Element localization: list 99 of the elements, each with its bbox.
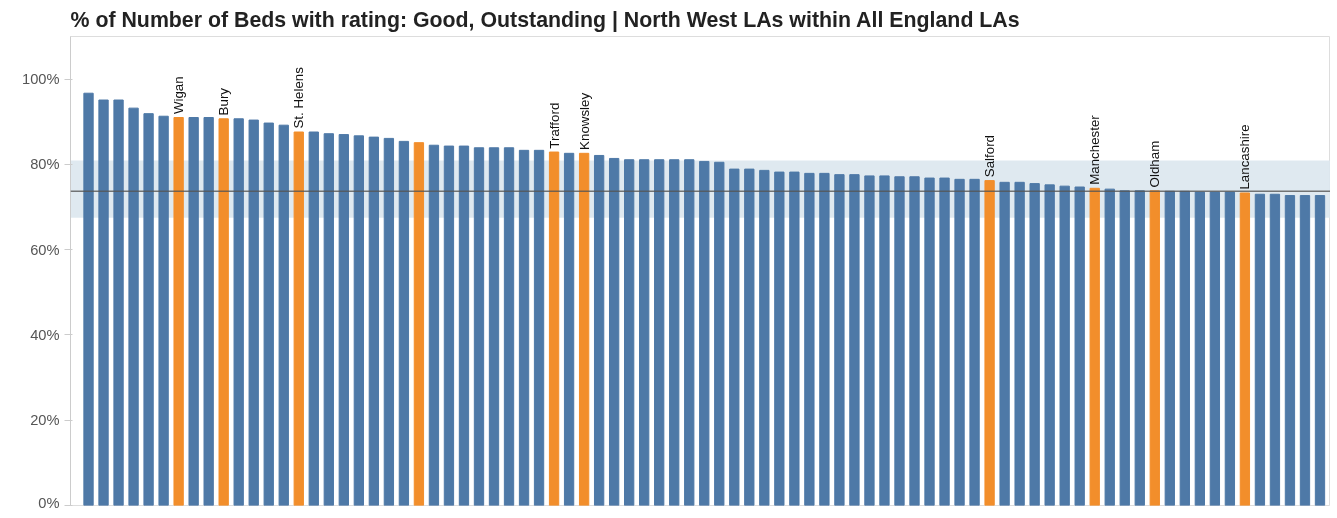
bar [413,142,425,506]
bar [158,115,169,506]
bar [308,131,319,506]
bar [473,147,485,506]
bar [684,159,695,506]
bar [819,172,830,506]
bar [173,117,184,506]
bar [1314,195,1326,506]
bar [1119,190,1130,506]
bar [263,122,274,506]
bar [1269,193,1281,506]
bar [548,151,560,506]
bar [608,157,620,506]
bar [669,159,680,506]
bar [954,178,965,506]
x-tick-label: Trafford [546,102,562,149]
y-tick-label: 60% [30,241,60,258]
bar [714,161,725,506]
bar [1239,192,1251,506]
bar [939,177,950,506]
bar [654,159,665,506]
y-tick-label: 20% [30,412,60,429]
bar [999,181,1010,506]
bar [759,169,770,506]
x-tick-label: Knowsley [576,92,592,150]
bar [624,159,635,506]
bar [789,171,800,506]
x-tick-label: Oldham [1147,140,1163,188]
bar [1149,190,1160,506]
bar [969,178,980,506]
bar [368,136,380,506]
bar [503,147,515,506]
y-tick-label: 0% [38,494,60,511]
bar [744,168,755,506]
bar [1059,185,1070,506]
bar [1014,181,1025,506]
bar [533,149,545,506]
bar [1209,191,1221,506]
bar [1254,193,1266,506]
bar [593,154,605,506]
bar [849,174,860,506]
bar [83,92,94,506]
bar [1224,191,1236,506]
bar [1134,190,1145,506]
bar [488,147,500,506]
bar [338,134,349,506]
y-tick-label: 40% [30,326,60,343]
bar [834,174,845,506]
bar [113,99,124,506]
bar [1089,187,1100,506]
bar [143,113,154,506]
x-tick-label: St. Helens [291,66,307,129]
bar [323,133,334,506]
bar [894,176,905,506]
bar [428,144,440,506]
bar [128,107,139,506]
x-tick-label: Lancashire [1237,124,1253,190]
bar [639,159,650,506]
y-tick-label: 80% [30,156,60,173]
bar [218,118,229,506]
x-tick-label: Bury [216,87,232,116]
bar [879,175,890,506]
bar [518,149,530,506]
bar [203,117,214,506]
bar [398,140,410,506]
bar [578,152,590,506]
bar [383,137,395,506]
bar [98,99,109,506]
chart-title: % of Number of Beds with rating: Good, Outstanding | North West LAs within All England LAs [70,7,1020,32]
bar [864,175,875,506]
bar [909,176,920,506]
bar [1179,190,1190,506]
bar [563,152,575,506]
bar [458,145,470,506]
bar [699,160,710,506]
bar [1104,188,1115,506]
bar [443,145,455,506]
x-tick-label: Salford [982,134,998,178]
bar [1029,183,1040,506]
bar [1299,195,1311,506]
bar [353,135,364,506]
bar [293,131,304,506]
y-tick-label: 100% [22,71,60,88]
bar [984,180,995,506]
bar [233,118,244,506]
bar [1164,190,1175,506]
x-tick-label: Manchester [1087,114,1103,185]
bar [1194,191,1205,506]
bar [774,171,785,506]
bar [729,168,740,506]
bar [1044,184,1055,506]
bar [278,124,289,506]
bar [1284,195,1296,506]
bar [248,119,259,506]
bar [924,177,935,506]
bar [804,172,815,506]
bar [1074,186,1085,506]
x-tick-label: Wigan [171,76,187,115]
bar [188,117,199,506]
